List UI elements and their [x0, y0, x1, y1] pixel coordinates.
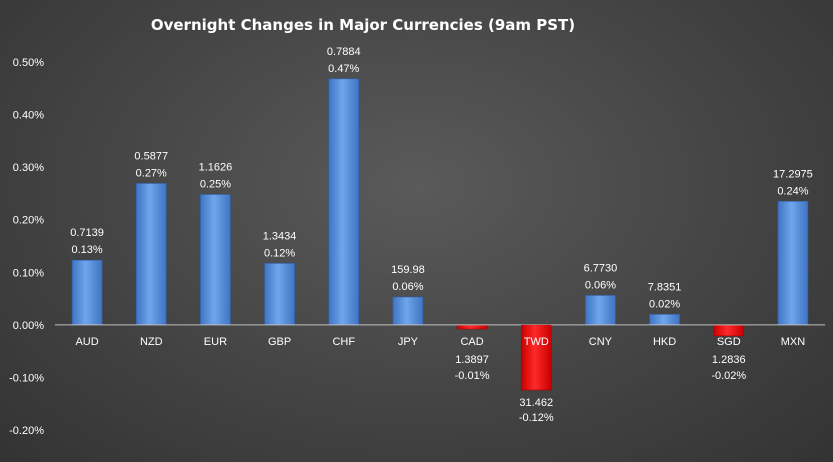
bar-cad	[456, 324, 488, 330]
data-labels: 0.7139 0.13% 0.5877 0.27% 1.1626 0.25% 1.3434 0…	[70, 46, 813, 424]
y-tick-label: 0.00%	[13, 320, 44, 332]
bar-mxn	[777, 201, 809, 326]
rate-label-hkd: 7.8351	[648, 281, 682, 293]
y-tick-label: 0.40%	[13, 110, 44, 122]
y-tick-label: -0.10%	[9, 372, 44, 384]
percent-label-gbp: 0.12%	[264, 247, 295, 259]
percent-label-aud: 0.13%	[71, 244, 102, 256]
percent-label-cny: 0.06%	[585, 279, 616, 291]
percent-label-nzd: 0.27%	[136, 167, 167, 179]
bar-eur	[200, 194, 231, 326]
y-tick-label: 0.30%	[13, 162, 44, 174]
rate-label-nzd: 0.5877	[134, 150, 168, 162]
bar-nzd	[135, 183, 167, 326]
rate-label-mxn: 17.2975	[773, 168, 813, 180]
category-label-twd: TWD	[524, 336, 549, 348]
percent-label-eur: 0.25%	[200, 178, 231, 190]
percent-label-mxn: 0.24%	[777, 185, 808, 197]
rate-label-sgd: 1.2836	[712, 354, 746, 366]
category-label-mxn: MXN	[781, 336, 806, 348]
y-axis-ticks: -0.20% -0.10% 0.00% 0.10% 0.20% 0.30% 0.40% 0.5…	[9, 57, 44, 437]
bar-twd-label-backing	[521, 324, 552, 341]
category-label-jpy: JPY	[398, 336, 419, 348]
bars	[71, 78, 809, 391]
rate-label-eur: 1.1626	[199, 161, 233, 173]
bar-chf	[328, 78, 360, 326]
category-label-aud: AUD	[75, 336, 98, 348]
bar-gbp	[264, 263, 295, 326]
rate-label-cny: 6.7730	[584, 262, 618, 274]
y-tick-label: -0.20%	[9, 425, 44, 437]
rate-label-chf: 0.7884	[327, 46, 361, 58]
y-tick-label: 0.20%	[13, 215, 44, 227]
category-label-gbp: GBP	[268, 336, 291, 348]
y-tick-label: 0.50%	[13, 57, 44, 69]
percent-label-cad: -0.01%	[455, 370, 490, 382]
percent-label-hkd: 0.02%	[649, 298, 680, 310]
bar-aud	[71, 259, 103, 326]
category-label-sgd: SGD	[717, 336, 741, 348]
rate-label-aud: 0.7139	[70, 227, 104, 239]
category-labels: AUD NZD EUR GBP CHF JPY CAD TWD CNY HKD SGD MXN	[75, 324, 806, 348]
bar-jpy	[392, 296, 424, 326]
category-label-cny: CNY	[589, 336, 613, 348]
percent-label-sgd: -0.02%	[711, 370, 746, 382]
category-label-chf: CHF	[332, 336, 355, 348]
percent-label-twd: -0.12%	[519, 412, 554, 424]
bar-cny	[585, 295, 616, 326]
y-tick-label: 0.10%	[13, 267, 44, 279]
category-label-hkd: HKD	[653, 336, 676, 348]
category-label-nzd: NZD	[140, 336, 163, 348]
category-label-cad: CAD	[460, 336, 483, 348]
rate-label-gbp: 1.3434	[263, 230, 297, 242]
rate-label-jpy: 159.98	[391, 264, 425, 276]
bar-hkd	[649, 314, 680, 326]
percent-label-jpy: 0.06%	[392, 281, 423, 293]
category-label-eur: EUR	[204, 336, 227, 348]
chart-title: Overnight Changes in Major Currencies (9…	[151, 16, 575, 34]
rate-label-cad: 1.3897	[455, 354, 489, 366]
rate-label-twd: 31.462	[519, 397, 553, 409]
bar-sgd	[713, 324, 745, 337]
percent-label-chf: 0.47%	[328, 63, 359, 75]
